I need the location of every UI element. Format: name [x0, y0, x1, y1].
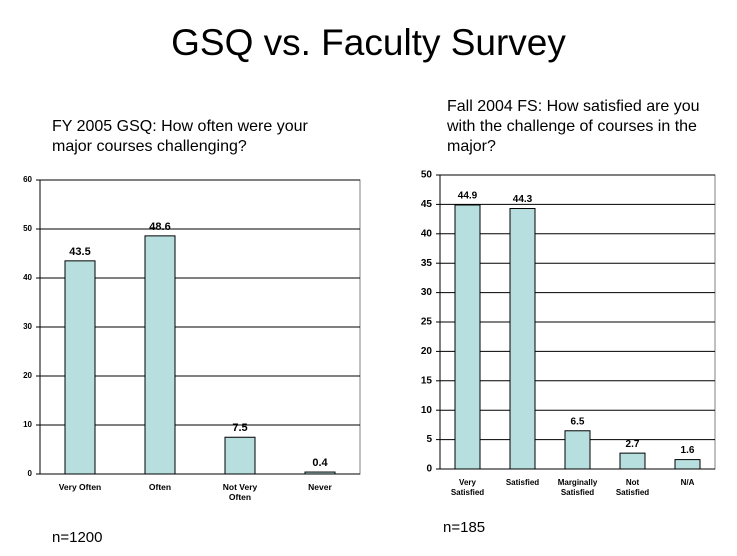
x-tick-label: Never [308, 482, 332, 492]
bar [619, 452, 646, 470]
y-tick-label: 50 [421, 170, 433, 181]
x-tick-label: Often [149, 482, 171, 492]
value-label: 48.6 [149, 221, 170, 233]
y-tick-label: 0 [426, 464, 432, 475]
y-tick-label: 5 [426, 434, 432, 445]
value-label: 6.5 [571, 416, 585, 427]
chart-title: FY 2005 GSQ: How often were your major c… [52, 118, 308, 155]
x-tick-label: N/A [681, 478, 695, 487]
y-tick-label: 25 [421, 317, 433, 328]
bar [454, 204, 481, 470]
y-tick-label: 20 [23, 371, 32, 380]
value-label: 43.5 [69, 246, 90, 258]
value-label: 7.5 [232, 422, 247, 434]
sample-size: n=185 [443, 519, 486, 536]
x-tick-label: Not Very Often [223, 482, 258, 502]
bar [564, 430, 591, 470]
y-tick-label: 20 [421, 346, 433, 357]
value-label: 0.4 [312, 457, 328, 469]
x-tick-label: Not Satisfied [616, 478, 649, 497]
bar [674, 459, 701, 470]
x-tick-label: Satisfied [506, 478, 539, 487]
y-tick-label: 10 [23, 420, 32, 429]
x-tick-label: Marginally Satisfied [558, 478, 598, 497]
y-tick-label: 40 [421, 228, 433, 239]
value-label: 44.9 [458, 191, 478, 202]
y-tick-label: 60 [23, 175, 32, 184]
bar [304, 471, 336, 475]
y-tick-label: 40 [23, 273, 32, 282]
y-tick-label: 30 [421, 287, 433, 298]
x-tick-label: Very Often [59, 482, 102, 492]
chart-title: Fall 2004 FS: How satisfied are you with… [447, 98, 700, 155]
y-tick-label: 35 [421, 258, 433, 269]
sample-size: n=1200 [52, 529, 103, 546]
x-tick-label: Very Satisfied [451, 478, 484, 497]
y-tick-label: 50 [23, 224, 32, 233]
y-tick-label: 30 [23, 322, 32, 331]
y-tick-label: 0 [28, 469, 33, 478]
value-label: 44.3 [513, 194, 533, 205]
bar [224, 436, 256, 475]
value-label: 1.6 [681, 445, 695, 456]
bar [509, 208, 536, 470]
bar [144, 235, 176, 475]
value-label: 2.7 [626, 439, 640, 450]
y-tick-label: 15 [421, 375, 433, 386]
bar [64, 260, 96, 475]
y-tick-label: 10 [421, 405, 433, 416]
slide-title: GSQ vs. Faculty Survey [171, 22, 566, 63]
y-tick-label: 45 [421, 199, 433, 210]
